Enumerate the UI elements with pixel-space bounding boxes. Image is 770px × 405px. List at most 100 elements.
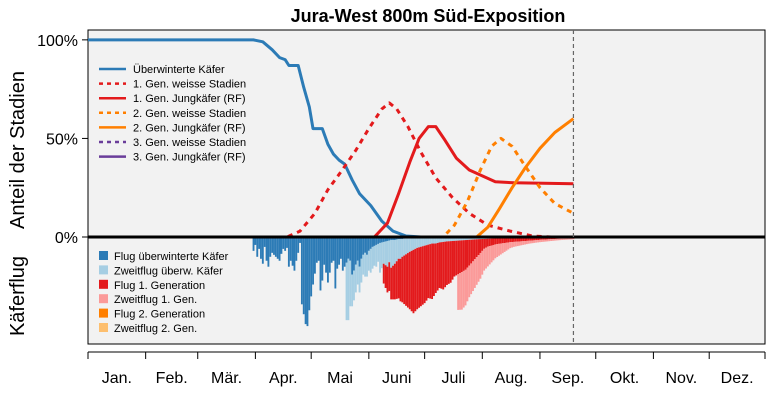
flight-bar [464, 240, 467, 270]
flight-bar [367, 250, 370, 271]
flight-bar [486, 246, 489, 267]
flight-bar [498, 238, 500, 244]
flight-bar [481, 250, 484, 275]
flight-bar [451, 237, 454, 242]
flight-bar [529, 238, 532, 241]
flight-bar [524, 241, 527, 245]
flight-bar [537, 240, 540, 243]
flight-bar [330, 237, 333, 263]
flight-bar [373, 245, 376, 266]
flight-bar [427, 244, 430, 299]
flight-bar [488, 246, 491, 265]
flight-bar [364, 252, 367, 277]
flight-bar [460, 240, 463, 273]
flight-bar [326, 237, 329, 283]
flight-bar [353, 270, 355, 301]
flight-bar [278, 237, 281, 261]
flight-bar [386, 240, 389, 267]
flight-bar [425, 245, 428, 301]
flight-bar [459, 240, 461, 274]
legend-label: 3. Gen. weisse Stadien [133, 137, 246, 149]
flight-bar [470, 263, 473, 295]
flight-bar [475, 239, 478, 258]
flight-bar [449, 241, 452, 283]
flight-bar [548, 237, 551, 240]
series-line [88, 117, 575, 239]
flight-bar [459, 237, 461, 241]
flight-bar [572, 238, 575, 240]
flight-bar [375, 244, 378, 267]
flight-bar [522, 241, 525, 245]
flight-bar [252, 237, 255, 251]
flight-bar [336, 237, 339, 269]
flight-bar [568, 238, 571, 240]
flight-bar [382, 237, 385, 242]
flight-bar [557, 238, 560, 241]
flight-bar [340, 237, 342, 259]
flight-bar [444, 237, 447, 242]
flight-bar [423, 245, 426, 304]
month-label: Nov. [665, 370, 697, 387]
flight-bar [315, 237, 318, 263]
flight-bar [338, 237, 341, 265]
flight-bar [477, 239, 480, 256]
flight-bar [511, 238, 513, 243]
flight-bar [552, 239, 554, 241]
flight-bar [388, 262, 391, 291]
flight-bar [354, 237, 357, 265]
legend-label: Flug 1. Generation [114, 280, 205, 292]
flight-bar [485, 247, 487, 269]
flight-bar [408, 251, 411, 310]
flight-bar [479, 239, 482, 253]
flight-bar [507, 242, 510, 250]
flight-bar [531, 240, 534, 244]
legend-top: Überwinterte Käfer 1. Gen. weisse Stadien… [99, 64, 246, 164]
flight-bar [377, 243, 380, 262]
flight-bar [490, 245, 493, 263]
flight-bar [512, 241, 515, 247]
y-tick-label: 0% [55, 230, 78, 247]
flight-bar [535, 240, 538, 243]
flight-bar [382, 263, 385, 284]
flight-bar [496, 244, 499, 257]
flight-bar [403, 238, 406, 256]
flight-bar [328, 237, 331, 273]
flight-bar [546, 237, 549, 240]
y-tick-label: 100% [37, 33, 78, 50]
legend-label: Überwinterte Käfer [133, 64, 225, 76]
flight-bar [406, 238, 409, 254]
flight-bar [431, 237, 434, 244]
y-tick-label: 50% [46, 131, 78, 148]
flight-bar [287, 237, 290, 267]
flight-bar [436, 242, 439, 291]
series-line [88, 125, 574, 239]
month-label: Mär. [211, 370, 242, 387]
legend-swatch [99, 279, 108, 289]
flight-bar [514, 238, 517, 242]
y-axis-label-bottom: Käferflug [7, 256, 29, 336]
flight-bar [412, 249, 415, 314]
chart-title: Jura-West 800m Süd-Exposition [291, 6, 566, 26]
flight-bar [345, 237, 348, 263]
flight-bar [535, 237, 538, 241]
flight-bar [505, 238, 508, 243]
flight-bar [544, 239, 547, 242]
flight-bar [347, 258, 350, 321]
flight-bar [503, 243, 506, 252]
series-line [88, 101, 552, 239]
flight-bar [358, 266, 361, 293]
flight-bar [425, 237, 428, 246]
flight-bar [539, 239, 541, 243]
flight-bar [460, 272, 463, 310]
flight-bar [462, 240, 465, 271]
flight-bar [514, 241, 517, 247]
flight-bar [267, 237, 270, 267]
flight-bar [356, 260, 359, 285]
series-line [88, 38, 422, 239]
flight-bar [499, 243, 502, 255]
flight-bar [410, 237, 413, 251]
flight-bar [492, 244, 495, 261]
flight-bar [563, 238, 566, 240]
month-label: Sep. [551, 370, 584, 387]
